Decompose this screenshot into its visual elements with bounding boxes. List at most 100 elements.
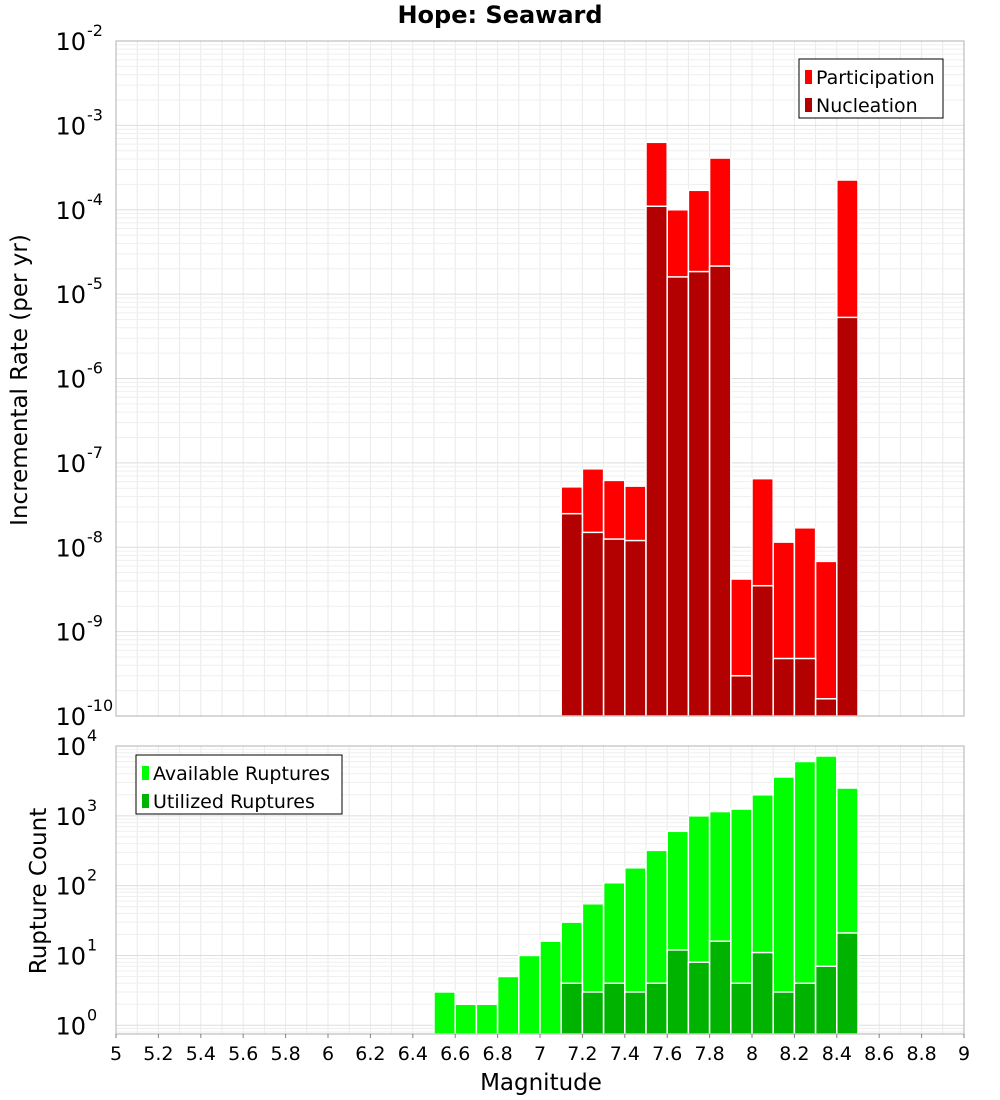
y-tick-label: 10 [55, 942, 86, 970]
bar [475, 1003, 499, 1035]
y-tick-exponent: 1 [87, 935, 97, 954]
bar [666, 276, 690, 717]
y-tick-label: 10 [55, 450, 86, 478]
bar [560, 982, 584, 1035]
bar [751, 951, 774, 1035]
bar [645, 982, 668, 1035]
bar [687, 270, 711, 717]
top-y-axis-label: Incremental Rate (per yr) [7, 234, 33, 526]
y-tick-label: 10 [55, 873, 86, 901]
bottom-y-axis-label: Rupture Count [26, 808, 52, 974]
x-tick-label: 8.8 [906, 1043, 936, 1065]
x-tick-label: 7.4 [610, 1043, 640, 1065]
bar [793, 657, 817, 717]
y-tick-exponent: -9 [87, 612, 103, 631]
legend-swatch [805, 70, 812, 84]
x-tick-label: 5.4 [186, 1043, 216, 1065]
y-tick-exponent: 3 [87, 796, 97, 815]
x-tick-label: 6.6 [440, 1043, 470, 1065]
y-tick-label: 10 [55, 281, 86, 309]
bar [772, 657, 796, 717]
x-tick-label: 7.2 [567, 1043, 597, 1065]
bar [793, 982, 817, 1035]
y-tick-label: 10 [55, 703, 86, 731]
x-tick-label: 6.4 [398, 1043, 428, 1065]
legend-label: Utilized Ruptures [153, 791, 315, 813]
bottom-plot-area: 10 010 110 210 310 45 5.2 5.4 5.6 5.8 6 6.2 6.4 6.6 6.… [55, 726, 970, 1065]
bar [814, 965, 838, 1035]
x-tick-label: 6.2 [355, 1043, 385, 1065]
x-tick-label: 8.6 [864, 1043, 894, 1065]
bar [602, 982, 626, 1035]
y-tick-exponent: -3 [87, 105, 103, 124]
y-tick-exponent: -4 [87, 190, 103, 209]
x-tick-label: 8.2 [779, 1043, 809, 1065]
bar [454, 1003, 478, 1035]
plot-frame [115, 40, 965, 717]
bar [518, 954, 541, 1035]
y-tick-labels: 10-210-310-410-510-610-710-810-910-10 [55, 21, 113, 731]
y-tick-exponent: -8 [87, 527, 103, 546]
legend-label: Nucleation [816, 95, 918, 117]
x-tick-label: 7.6 [652, 1043, 682, 1065]
bar [836, 316, 859, 717]
y-tick-exponent: 0 [87, 1005, 97, 1024]
y-tick-label: 10 [55, 733, 86, 761]
bar [814, 698, 838, 717]
bar [539, 940, 562, 1035]
legend-swatch [142, 794, 149, 808]
y-tick-label: 10 [55, 619, 86, 647]
x-tick-label: 5.8 [270, 1043, 300, 1065]
bar [645, 205, 668, 717]
y-tick-exponent: -7 [87, 443, 103, 462]
y-tick-exponent: -6 [87, 359, 103, 378]
y-tick-exponent: -2 [87, 21, 103, 40]
x-axis-label: Magnitude [480, 1070, 602, 1096]
bar [687, 961, 711, 1035]
bar [730, 674, 753, 717]
legend-swatch [805, 98, 812, 112]
y-tick-label: 10 [55, 112, 86, 140]
chart-title: Hope: Seaward [397, 1, 602, 29]
x-tick-label: 5.2 [143, 1043, 173, 1065]
y-tick-label: 10 [55, 1012, 86, 1040]
legend: Available Ruptures Utilized Ruptures [135, 754, 343, 815]
bar [751, 584, 774, 717]
y-tick-label: 10 [55, 28, 86, 56]
x-tick-label: 6.8 [482, 1043, 512, 1065]
bar [730, 982, 753, 1035]
bar [708, 265, 732, 717]
legend: Participation Nucleation [798, 58, 944, 119]
y-tick-exponent: 4 [87, 726, 97, 745]
series-nucleation [560, 205, 859, 717]
y-tick-label: 10 [55, 197, 86, 225]
x-tick-label: 6 [322, 1043, 334, 1065]
bar [624, 539, 647, 717]
bar [624, 991, 647, 1035]
bar [708, 940, 732, 1035]
bar [836, 932, 859, 1035]
bar [496, 975, 520, 1035]
y-tick-label: 10 [55, 366, 86, 394]
bar [433, 991, 456, 1035]
legend-swatch [142, 766, 149, 780]
y-tick-exponent: 2 [87, 866, 97, 885]
bar [602, 538, 626, 717]
legend-label: Participation [816, 67, 935, 89]
x-tick-label: 5 [110, 1043, 122, 1065]
y-tick-exponent: -5 [87, 274, 103, 293]
x-tick-label: 8 [746, 1043, 758, 1065]
bar [560, 512, 584, 717]
x-tick-label: 7 [534, 1043, 546, 1065]
legend-box [135, 754, 343, 815]
bar [772, 991, 796, 1035]
x-tick-label: 9 [958, 1043, 970, 1065]
legend-box [798, 58, 944, 119]
bar [666, 949, 690, 1035]
top-plot-area: 10-210-310-410-510-610-710-810-910 -10Par… [55, 21, 965, 731]
bar [581, 531, 605, 717]
x-tick-labels: 5 5.2 5.4 5.6 5.8 6 6.2 6.4 6.6 6.8 7 7.2 7.4 7.6 7.8 8… [110, 1034, 970, 1065]
bar [581, 991, 605, 1035]
